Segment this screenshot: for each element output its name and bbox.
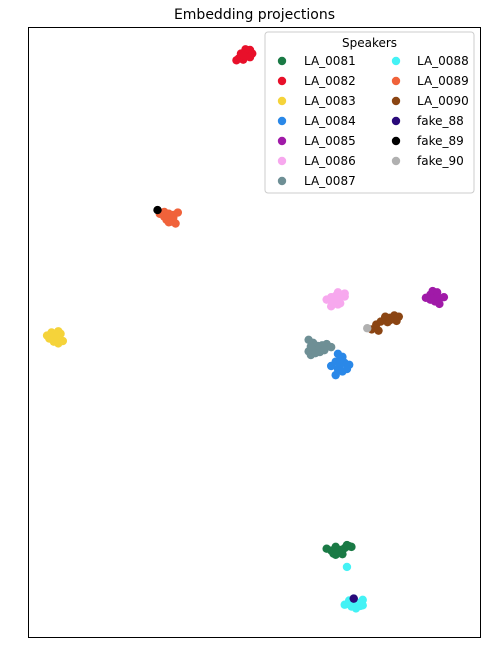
legend-entry: fake_90 — [391, 154, 464, 168]
data-point — [428, 294, 437, 304]
legend-label: fake_89 — [417, 134, 464, 148]
legend-entry: LA_0084 — [277, 114, 356, 128]
data-point — [153, 205, 162, 215]
data-point — [58, 336, 68, 346]
data-point — [160, 212, 169, 221]
points-layer — [42, 45, 449, 613]
data-point — [239, 51, 248, 60]
legend-label: LA_0082 — [304, 74, 356, 88]
legend-marker — [391, 156, 401, 166]
series-LA_0085 — [421, 286, 449, 309]
legend-title: Speakers — [342, 36, 397, 50]
data-point — [435, 299, 444, 309]
legend-marker — [391, 56, 401, 66]
legend-label: LA_0084 — [304, 114, 356, 128]
legend-marker — [391, 136, 401, 146]
data-point — [338, 352, 347, 362]
data-point — [326, 302, 336, 311]
data-point — [363, 324, 372, 333]
data-point — [340, 289, 349, 298]
legend-entry: LA_0085 — [277, 134, 356, 148]
legend: Speakers LA_0081LA_0082LA_0083LA_0084LA_… — [264, 31, 475, 194]
data-point — [342, 364, 352, 374]
data-point — [49, 329, 59, 338]
data-point — [326, 342, 336, 352]
legend-entry: LA_0083 — [277, 94, 356, 108]
legend-marker — [391, 76, 401, 86]
data-point — [331, 370, 340, 380]
legend-label: LA_0089 — [417, 74, 469, 88]
data-point — [342, 562, 352, 572]
data-point — [374, 326, 383, 335]
legend-label: LA_0088 — [417, 54, 469, 68]
legend-entry: LA_0082 — [277, 74, 356, 88]
chart-title: Embedding projections — [174, 7, 335, 23]
data-point — [349, 594, 358, 603]
legend-entry: LA_0089 — [391, 74, 469, 88]
legend-label: fake_88 — [417, 114, 464, 128]
data-point — [381, 312, 390, 321]
legend-marker — [277, 56, 287, 66]
legend-label: LA_0087 — [304, 174, 356, 188]
legend-entry: LA_0087 — [277, 174, 356, 188]
data-point — [333, 288, 343, 297]
legend-label: LA_0086 — [304, 154, 356, 168]
data-point — [392, 316, 401, 326]
legend-entry: LA_0081 — [277, 54, 356, 68]
series-LA_0089 — [155, 207, 183, 228]
legend-marker — [277, 176, 287, 186]
legend-entry: LA_0086 — [277, 154, 356, 168]
data-point — [245, 53, 255, 62]
series-LA_0086 — [322, 288, 349, 311]
data-point — [439, 292, 449, 302]
series-fake_89 — [153, 205, 162, 215]
data-point — [331, 296, 340, 305]
data-point — [358, 595, 367, 605]
data-point — [320, 345, 329, 355]
legend-entry: LA_0088 — [391, 54, 469, 68]
legend-marker — [277, 116, 287, 126]
series-fake_90 — [363, 324, 372, 333]
legend-marker — [391, 96, 401, 106]
legend-label: LA_0085 — [304, 134, 356, 148]
legend-label: LA_0090 — [417, 94, 469, 108]
series-LA_0084 — [326, 349, 354, 380]
legend-marker — [277, 96, 287, 106]
series-LA_0082 — [232, 45, 257, 65]
legend-marker — [277, 136, 287, 146]
legend-marker — [391, 116, 401, 126]
legend-marker — [277, 76, 287, 86]
legend-entries: LA_0081 LA_0082 LA_0083 LA_0084 LA_0085 LA_00… — [277, 54, 469, 188]
data-point — [347, 542, 356, 552]
series-LA_0083 — [42, 327, 68, 348]
legend-entry: fake_89 — [391, 134, 464, 148]
legend-marker — [277, 156, 287, 166]
legend-label: LA_0083 — [304, 94, 356, 108]
data-point — [304, 335, 313, 345]
legend-frame — [264, 31, 475, 194]
legend-entry: LA_0090 — [391, 94, 469, 108]
data-point — [306, 342, 316, 351]
legend-label: fake_90 — [417, 154, 464, 168]
legend-label: LA_0081 — [304, 54, 356, 68]
series-LA_0087 — [304, 335, 336, 360]
series-LA_0081 — [322, 540, 356, 559]
legend-entry: fake_88 — [391, 114, 464, 128]
data-point — [331, 550, 340, 559]
data-point — [171, 219, 180, 228]
series-fake_88 — [349, 594, 358, 603]
